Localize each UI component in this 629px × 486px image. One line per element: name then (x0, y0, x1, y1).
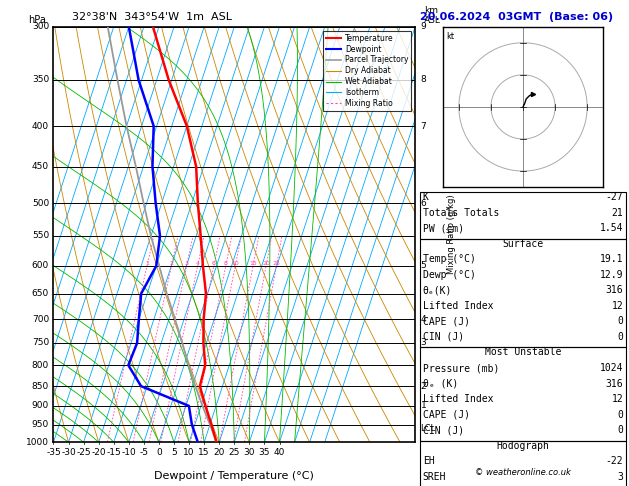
Legend: Temperature, Dewpoint, Parcel Trajectory, Dry Adiabat, Wet Adiabat, Isotherm, Mi: Temperature, Dewpoint, Parcel Trajectory… (323, 31, 411, 111)
Text: 19.1: 19.1 (600, 254, 623, 264)
Text: 400: 400 (32, 122, 49, 131)
Text: 1024: 1024 (600, 363, 623, 373)
Text: 2: 2 (169, 261, 174, 266)
Text: 316: 316 (606, 379, 623, 389)
Text: 1000: 1000 (26, 438, 49, 447)
Text: -27: -27 (606, 192, 623, 202)
Text: -10: -10 (121, 449, 136, 457)
Text: 20: 20 (213, 449, 225, 457)
Text: 12: 12 (611, 301, 623, 311)
Text: 5: 5 (171, 449, 177, 457)
Text: © weatheronline.co.uk: © weatheronline.co.uk (475, 468, 571, 477)
Text: 10: 10 (183, 449, 195, 457)
Text: 0: 0 (618, 316, 623, 327)
Text: 750: 750 (32, 338, 49, 347)
Text: 12: 12 (611, 394, 623, 404)
Text: 4: 4 (196, 261, 199, 266)
Text: 21: 21 (611, 208, 623, 218)
Text: 9: 9 (421, 22, 426, 31)
Text: 35: 35 (259, 449, 270, 457)
Text: 20.06.2024  03GMT  (Base: 06): 20.06.2024 03GMT (Base: 06) (420, 12, 613, 22)
Text: CAPE (J): CAPE (J) (423, 410, 470, 420)
Text: 450: 450 (32, 162, 49, 171)
Text: 0: 0 (618, 332, 623, 342)
Text: 900: 900 (32, 401, 49, 410)
Text: 0: 0 (618, 425, 623, 435)
Text: CIN (J): CIN (J) (423, 332, 464, 342)
Text: 7: 7 (421, 122, 426, 131)
Text: 3: 3 (618, 472, 623, 482)
Text: 12.9: 12.9 (600, 270, 623, 280)
Text: Lifted Index: Lifted Index (423, 301, 493, 311)
Text: PW (cm): PW (cm) (423, 223, 464, 233)
Text: Totals Totals: Totals Totals (423, 208, 499, 218)
Text: 350: 350 (32, 75, 49, 85)
Text: 5: 5 (421, 261, 426, 270)
Text: 1.54: 1.54 (600, 223, 623, 233)
Text: -20: -20 (91, 449, 106, 457)
Text: 700: 700 (32, 314, 49, 324)
Text: 25: 25 (228, 449, 240, 457)
Text: Mixing Ratio (g/kg): Mixing Ratio (g/kg) (447, 195, 456, 274)
Text: 32°38'N  343°54'W  1m  ASL: 32°38'N 343°54'W 1m ASL (72, 12, 232, 22)
Text: Temp (°C): Temp (°C) (423, 254, 476, 264)
Text: hPa: hPa (28, 15, 46, 25)
Text: 3: 3 (421, 338, 426, 347)
Text: Lifted Index: Lifted Index (423, 394, 493, 404)
Text: 25: 25 (272, 261, 281, 266)
Text: 20: 20 (262, 261, 270, 266)
Text: 0: 0 (618, 410, 623, 420)
Text: 6: 6 (212, 261, 216, 266)
Text: θₑ(K): θₑ(K) (423, 285, 452, 295)
Text: 500: 500 (32, 199, 49, 208)
Text: CAPE (J): CAPE (J) (423, 316, 470, 327)
Text: -25: -25 (76, 449, 91, 457)
Text: 30: 30 (243, 449, 255, 457)
Text: 650: 650 (32, 289, 49, 298)
Text: 15: 15 (198, 449, 210, 457)
Text: Surface: Surface (503, 239, 543, 249)
Text: 15: 15 (249, 261, 257, 266)
Text: 300: 300 (32, 22, 49, 31)
Text: 950: 950 (32, 420, 49, 429)
Text: 3: 3 (184, 261, 189, 266)
Text: 4: 4 (421, 314, 426, 324)
Text: Hodograph: Hodograph (496, 441, 550, 451)
Text: 1: 1 (145, 261, 149, 266)
Text: K: K (423, 192, 428, 202)
Text: Pressure (mb): Pressure (mb) (423, 363, 499, 373)
Text: -15: -15 (106, 449, 121, 457)
Text: 850: 850 (32, 382, 49, 391)
Text: 10: 10 (231, 261, 239, 266)
Text: SREH: SREH (423, 472, 446, 482)
Text: -30: -30 (61, 449, 76, 457)
Text: 6: 6 (421, 199, 426, 208)
Text: -35: -35 (46, 449, 61, 457)
Text: 0: 0 (156, 449, 162, 457)
Text: Dewp (°C): Dewp (°C) (423, 270, 476, 280)
Text: Most Unstable: Most Unstable (485, 347, 561, 358)
Text: -5: -5 (140, 449, 148, 457)
Text: CIN (J): CIN (J) (423, 425, 464, 435)
Text: 316: 316 (606, 285, 623, 295)
Text: 550: 550 (32, 231, 49, 241)
Text: 800: 800 (32, 361, 49, 370)
Text: 8: 8 (421, 75, 426, 85)
Text: kt: kt (446, 32, 454, 40)
Text: 600: 600 (32, 261, 49, 270)
Text: 2: 2 (421, 382, 426, 391)
Text: -22: -22 (606, 456, 623, 467)
Text: Dewpoint / Temperature (°C): Dewpoint / Temperature (°C) (154, 471, 314, 481)
Text: 40: 40 (274, 449, 285, 457)
Text: θₑ (K): θₑ (K) (423, 379, 458, 389)
Text: LCL: LCL (421, 424, 436, 433)
Text: 8: 8 (224, 261, 228, 266)
Text: EH: EH (423, 456, 435, 467)
Text: km
ASL: km ASL (424, 6, 441, 25)
Text: 1: 1 (421, 401, 426, 410)
